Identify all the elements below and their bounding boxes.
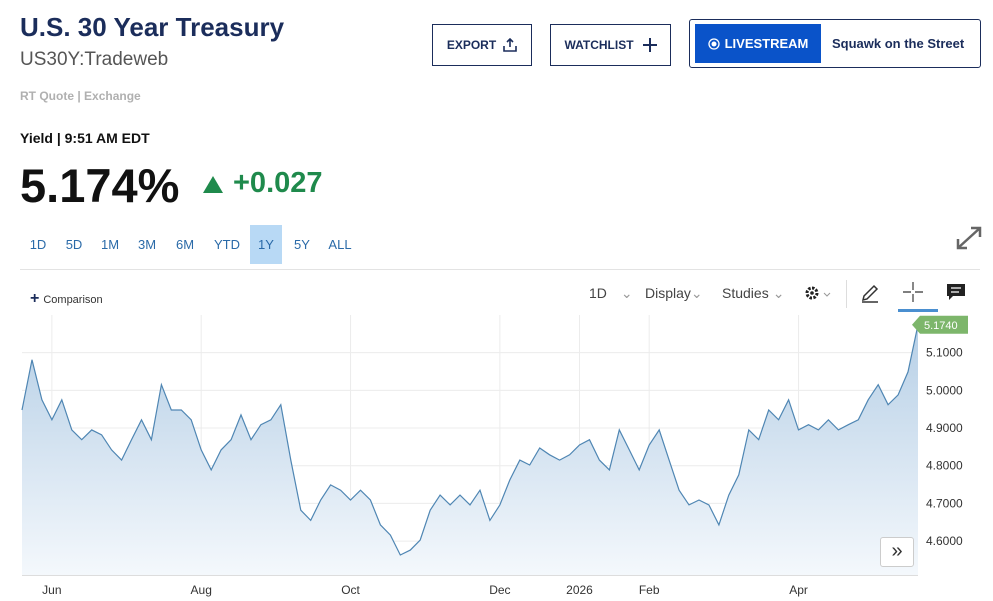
title: U.S. 30 Year Treasury — [20, 12, 285, 42]
range-tab[interactable]: 6M — [175, 237, 195, 252]
x-tick-label: Oct — [341, 583, 360, 597]
watchlist-label: WATCHLIST — [564, 38, 634, 52]
price: 5.174% — [20, 159, 180, 212]
y-tick-label: 5.1000 — [926, 346, 963, 360]
livestream-button[interactable]: LIVESTREAM — [695, 24, 821, 63]
last-price-tag — [912, 315, 968, 334]
livestream-box[interactable]: LIVESTREAM Squawk on the Street — [689, 19, 981, 68]
separator — [20, 269, 980, 270]
crosshair-icon[interactable] — [902, 281, 924, 303]
comparison-label: Comparison — [43, 294, 103, 306]
range-tab[interactable]: 5D — [65, 237, 83, 252]
active-tool-underline — [898, 309, 938, 312]
live-icon — [707, 37, 720, 50]
range-tab[interactable]: 1M — [100, 237, 120, 252]
range-tab[interactable]: YTD — [214, 237, 240, 252]
y-tick-label: 4.9000 — [926, 421, 963, 435]
range-tab[interactable]: 1Y — [250, 225, 282, 264]
x-tick-label: Jun — [42, 583, 61, 597]
interval-select[interactable]: 1D ⌄ — [589, 285, 633, 301]
y-tick-label: 5.0000 — [926, 383, 963, 397]
y-tick-label: 4.6000 — [926, 534, 963, 548]
y-tick-label: 4.8000 — [926, 459, 963, 473]
range-tab[interactable]: 3M — [137, 237, 157, 252]
x-tick-label: Feb — [639, 583, 660, 597]
plus-icon — [642, 38, 657, 52]
comparison-button[interactable]: + Comparison — [30, 290, 103, 307]
studies-select[interactable]: Studies ⌄ — [722, 285, 785, 301]
last-price-label: 5.1740 — [924, 320, 958, 332]
line — [21, 324, 919, 556]
x-tick-label: Apr — [789, 583, 808, 597]
x-tick-label: Dec — [489, 583, 510, 597]
export-button[interactable]: EXPORT — [432, 24, 532, 66]
watchlist-button[interactable]: WATCHLIST — [550, 24, 671, 66]
expand-icon[interactable] — [956, 226, 982, 250]
settings-icon[interactable] — [804, 284, 834, 302]
x-tick-label: Aug — [191, 583, 212, 597]
quote-source: RT Quote | Exchange — [20, 89, 141, 103]
range-tab[interactable]: ALL — [328, 237, 352, 252]
scroll-latest-button[interactable]: » — [880, 537, 914, 567]
export-icon — [503, 38, 517, 52]
comment-icon[interactable] — [946, 283, 966, 301]
yield-time: Yield | 9:51 AM EDT — [20, 130, 150, 146]
x-tick-label: 2026 — [566, 583, 593, 597]
display-select[interactable]: Display⌄ — [645, 285, 703, 301]
draw-icon[interactable] — [860, 283, 880, 303]
change: +0.027 — [233, 167, 323, 199]
studies-label: Studies — [722, 285, 769, 301]
up-arrow — [203, 176, 223, 193]
livestream-label: LIVESTREAM — [724, 36, 809, 51]
export-label: EXPORT — [446, 38, 497, 52]
show-name: Squawk on the Street — [832, 36, 965, 51]
symbol: US30Y:Tradeweb — [20, 49, 169, 70]
area — [22, 324, 918, 575]
display-label: Display — [645, 285, 691, 301]
y-tick-label: 4.7000 — [926, 496, 963, 510]
range-tab[interactable]: 1D — [29, 237, 47, 252]
toolbar-divider — [846, 280, 847, 308]
range-tab[interactable]: 5Y — [294, 237, 310, 252]
interval-label: 1D — [589, 285, 607, 301]
